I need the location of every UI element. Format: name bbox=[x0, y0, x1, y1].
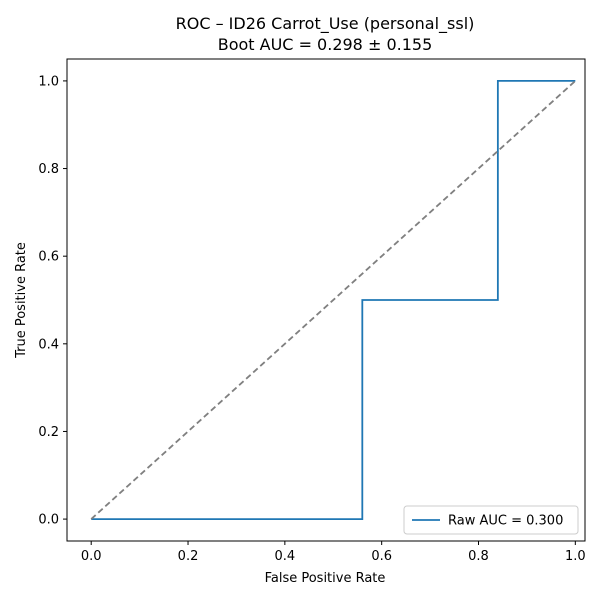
x-axis-label: False Positive Rate bbox=[265, 571, 386, 586]
x-tick-label: 0.0 bbox=[81, 549, 102, 564]
x-tick-label: 1.0 bbox=[565, 549, 586, 564]
plot-area: 0.0 0.2 0.4 0.6 0.8 1.0 0.0 0.2 0.4 0.6 0.8 1.0 Raw … bbox=[38, 58, 586, 564]
y-tick-label: 0.4 bbox=[38, 337, 59, 352]
y-tick-label: 0.8 bbox=[38, 162, 59, 177]
legend-label: Raw AUC = 0.300 bbox=[448, 514, 563, 529]
x-tick-label: 0.6 bbox=[371, 549, 392, 564]
y-tick-label: 1.0 bbox=[38, 74, 59, 89]
chart-title: ROC – ID26 Carrot_Use (personal_ssl) bbox=[176, 14, 475, 34]
legend-box bbox=[403, 505, 579, 535]
y-tick-label: 0.2 bbox=[38, 425, 59, 440]
axes-frame bbox=[66, 58, 586, 542]
y-tick-label: 0.0 bbox=[38, 513, 59, 528]
chart-subtitle: Boot AUC = 0.298 ± 0.155 bbox=[218, 35, 433, 54]
x-tick-label: 0.2 bbox=[178, 549, 199, 564]
y-tick-label: 0.6 bbox=[38, 250, 59, 265]
chance-diagonal-line bbox=[90, 80, 576, 520]
x-tick-label: 0.4 bbox=[275, 549, 296, 564]
x-tick-label: 0.8 bbox=[468, 549, 489, 564]
y-axis-label: True Positive Rate bbox=[14, 242, 29, 359]
roc-curve-line bbox=[91, 80, 576, 520]
